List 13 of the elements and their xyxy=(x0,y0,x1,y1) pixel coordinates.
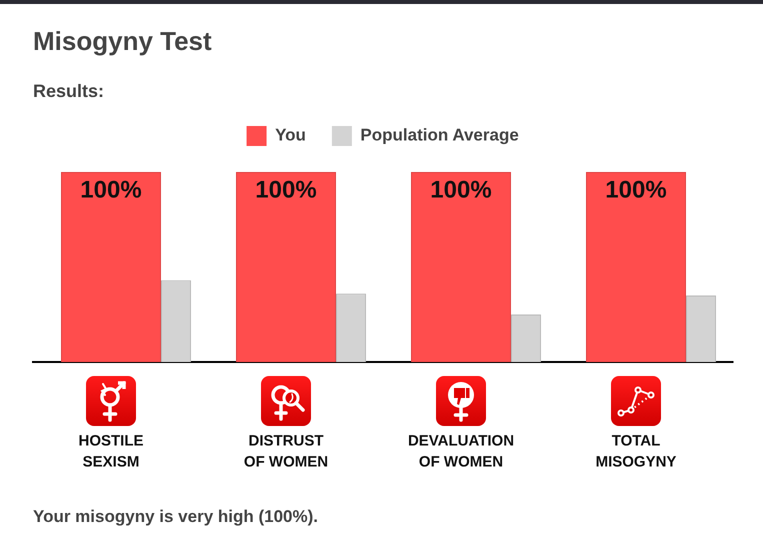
legend-label: You xyxy=(275,126,306,145)
x-tick-label: DISTRUST OF WOMEN xyxy=(244,432,328,471)
chart-title: Misogyny Test xyxy=(33,26,212,56)
data-label: 100% xyxy=(430,176,492,204)
legend-label: Population Average xyxy=(360,126,519,145)
text: Your misogyny is very high (100%). xyxy=(33,507,318,527)
data-label: 100% xyxy=(605,176,667,204)
x-tick-label: HOSTILE SEXISM xyxy=(78,432,144,471)
data-label: 100% xyxy=(255,176,317,204)
x-tick-label: DEVALUATION OF WOMEN xyxy=(408,432,514,471)
chart-subtitle: Results: xyxy=(33,81,104,102)
data-label: 100% xyxy=(80,176,142,204)
x-tick-label: TOTAL MISOGYNY xyxy=(596,432,676,471)
